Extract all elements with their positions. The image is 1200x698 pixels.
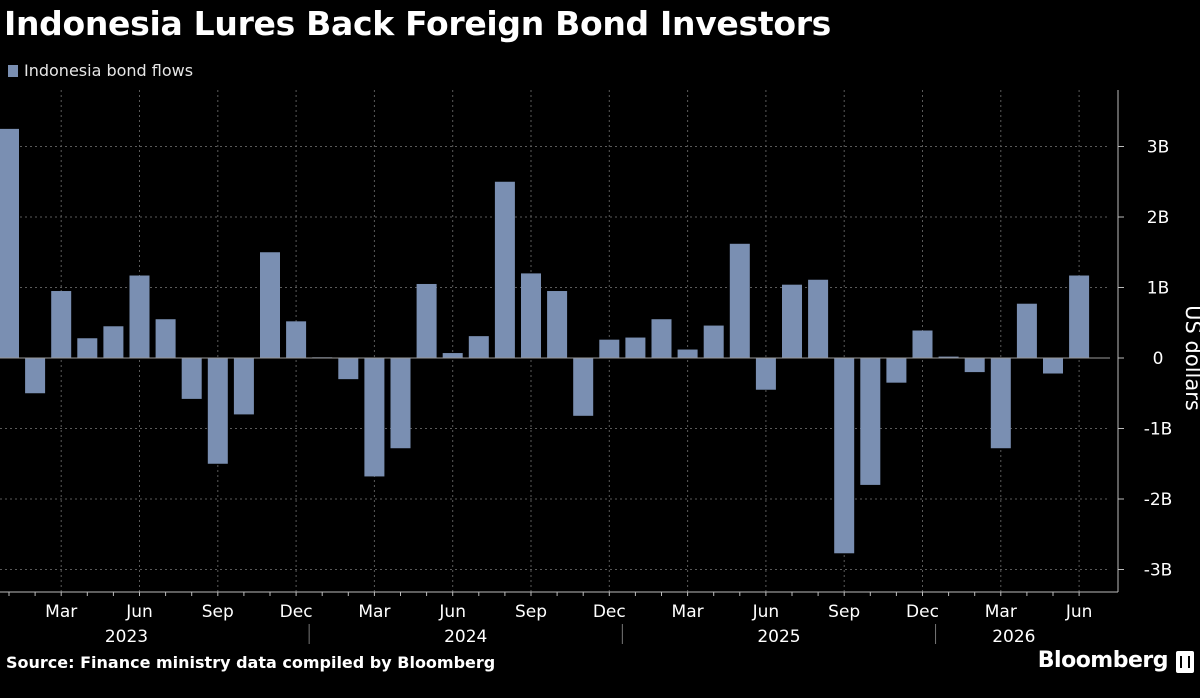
bar (938, 356, 959, 358)
x-tick-label: Sep (515, 602, 547, 622)
x-tick-label: Sep (828, 602, 860, 622)
bar (25, 358, 46, 394)
bar (77, 338, 98, 358)
bar (834, 358, 855, 554)
bar (651, 319, 672, 358)
bar (129, 275, 150, 358)
y-tick-label: 0 (1153, 349, 1164, 369)
bar (808, 279, 829, 358)
bar (782, 284, 802, 358)
bar (625, 337, 646, 358)
legend: Indonesia bond flows (8, 61, 193, 80)
year-label: 2023 (105, 627, 148, 647)
bar (990, 358, 1011, 449)
x-tick-label: Mar (45, 602, 77, 622)
bar (886, 358, 907, 383)
x-tick-label: Mar (985, 602, 1017, 622)
bar (338, 358, 359, 380)
bar (51, 291, 72, 358)
x-tick-label: Jun (752, 602, 780, 622)
bar (547, 291, 568, 358)
bar (468, 336, 489, 358)
x-tick-label: Dec (280, 602, 313, 622)
y-tick-label: 3B (1147, 138, 1169, 158)
bar (364, 358, 385, 477)
x-tick-label: Jun (125, 602, 153, 622)
bar (703, 325, 724, 358)
x-tick-label: Jun (438, 602, 466, 622)
x-tick-label: Dec (906, 602, 939, 622)
bar (1069, 275, 1090, 358)
bar (207, 358, 228, 464)
year-label: 2024 (444, 627, 487, 647)
bar (103, 326, 124, 358)
bloomberg-logo-icon (1176, 651, 1194, 673)
x-tick-label: Sep (202, 602, 234, 622)
bar (521, 273, 541, 358)
bar (755, 358, 776, 390)
bar (442, 353, 463, 358)
brand-name: Bloomberg (1037, 648, 1169, 673)
x-tick-label: Dec (593, 602, 626, 622)
bar (0, 128, 19, 358)
bar (181, 358, 202, 399)
bar (729, 243, 750, 358)
bar (573, 358, 594, 416)
bar (1016, 303, 1037, 358)
bar (494, 181, 515, 358)
bar (912, 330, 933, 358)
y-tick-label: -2B (1144, 490, 1173, 510)
legend-label: Indonesia bond flows (24, 61, 194, 80)
y-tick-label: 2B (1147, 208, 1169, 228)
y-tick-label: -3B (1144, 561, 1173, 581)
bar (860, 358, 881, 485)
y-axis-title: US dollars (1181, 305, 1200, 411)
bar (416, 283, 437, 358)
bar (964, 358, 985, 373)
bar (599, 339, 620, 358)
bar (677, 349, 698, 358)
x-tick-label: Jun (1065, 602, 1093, 622)
year-label: 2026 (992, 627, 1035, 647)
x-tick-label: Mar (358, 602, 390, 622)
chart-title: Indonesia Lures Back Foreign Bond Invest… (4, 4, 832, 43)
y-tick-label: -1B (1144, 420, 1173, 440)
bar (233, 358, 254, 415)
bar (286, 321, 307, 358)
bar (155, 319, 176, 358)
bar (260, 252, 280, 358)
x-tick-label: Mar (672, 602, 704, 622)
y-tick-label: 1B (1147, 279, 1169, 299)
source-note: Source: Finance ministry data compiled b… (6, 653, 496, 672)
bar (390, 358, 411, 449)
legend-swatch (8, 64, 18, 77)
bar (1043, 358, 1063, 374)
year-label: 2025 (757, 627, 800, 647)
